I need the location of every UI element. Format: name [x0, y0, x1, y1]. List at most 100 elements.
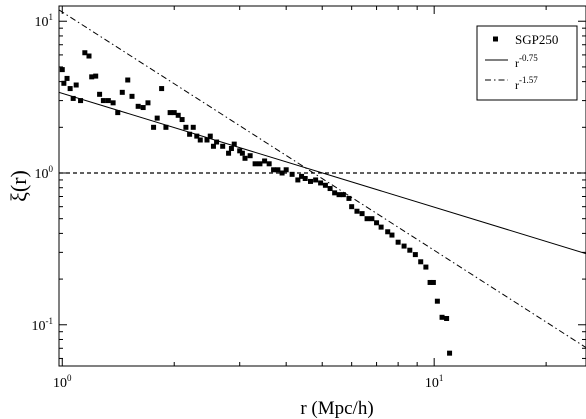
data-point [187, 131, 193, 137]
data-point [93, 73, 99, 79]
data-point [159, 86, 165, 92]
data-point [73, 82, 79, 88]
data-point [228, 146, 234, 152]
data-point [135, 103, 141, 109]
data-point [140, 105, 146, 111]
x-tick-label-exponent: 1 [439, 373, 444, 383]
data-point [423, 264, 429, 270]
axis-ticks [59, 6, 586, 366]
data-point [163, 124, 169, 130]
y-tick-label-base: 10 [32, 319, 46, 334]
data-point [247, 153, 253, 159]
data-point [64, 75, 70, 81]
data-point [327, 186, 333, 192]
data-point [364, 216, 370, 222]
data-point [61, 80, 67, 86]
legend-label-r075-base: r [515, 56, 519, 70]
data-point [395, 239, 401, 245]
data-point [359, 211, 365, 217]
data-point [346, 195, 352, 201]
data-point [82, 50, 88, 56]
data-point [271, 167, 277, 173]
legend-marker-sgp250 [493, 36, 498, 42]
data-point [89, 74, 95, 80]
data-point [194, 133, 200, 139]
data-points [59, 50, 453, 356]
x-axis-label: r (Mpc/h) [300, 398, 373, 419]
legend-label-sgp250: SGP250 [515, 32, 558, 47]
legend-label-r157: r-1.57 [515, 75, 538, 92]
y-axis-label: ξ(r) [6, 170, 31, 202]
y-tick-label: 10-1 [32, 316, 54, 334]
y-tick-label: 101 [35, 12, 54, 30]
data-point [322, 182, 328, 188]
data-point [349, 204, 355, 210]
legend-label-r157-exponent: -1.57 [519, 75, 538, 85]
data-point [125, 77, 131, 83]
y-tick-label-base: 10 [35, 167, 49, 182]
data-point [86, 53, 92, 59]
data-point [237, 148, 243, 154]
data-point [154, 115, 160, 121]
data-point [407, 247, 413, 253]
x-tick-label-base: 10 [53, 376, 67, 391]
data-point [231, 141, 237, 147]
data-point [242, 155, 248, 161]
data-point [183, 124, 189, 130]
data-point [210, 143, 216, 149]
data-point [299, 173, 305, 179]
data-point [167, 110, 173, 116]
data-point [354, 208, 360, 214]
power-law-line-1 [59, 91, 586, 255]
data-point [336, 192, 342, 198]
data-point [175, 112, 181, 118]
data-point [207, 133, 213, 139]
y-tick-label-exponent: 0 [49, 164, 54, 174]
data-point [190, 124, 196, 130]
data-point [257, 161, 263, 167]
data-point [151, 124, 157, 130]
power-law-lines [59, 9, 586, 348]
data-point [389, 232, 395, 238]
data-point [67, 86, 73, 92]
data-point [318, 180, 324, 186]
data-point [307, 178, 313, 184]
data-point [100, 98, 106, 104]
data-point [369, 216, 375, 222]
power-law-line-2 [59, 9, 586, 348]
data-point [252, 161, 258, 167]
data-point [295, 177, 301, 183]
data-point [70, 95, 76, 101]
data-point [289, 171, 295, 177]
data-point [226, 150, 232, 156]
legend-label-r075-exponent: -0.75 [519, 53, 538, 63]
data-point [313, 177, 319, 183]
data-point [266, 161, 272, 167]
data-point [447, 350, 453, 356]
data-point [119, 89, 125, 95]
legend-label-r157-base: r [515, 78, 519, 92]
data-point [105, 98, 111, 104]
data-point [439, 314, 445, 320]
data-point [262, 158, 268, 164]
data-point [220, 143, 226, 149]
data-point [385, 229, 391, 235]
data-point [434, 298, 440, 304]
data-point [275, 167, 281, 173]
y-tick-label-exponent: 1 [49, 12, 54, 22]
data-point [129, 93, 135, 99]
x-tick-label-exponent: 0 [67, 373, 72, 383]
data-point [401, 243, 407, 249]
legend-label-r075: r-0.75 [515, 53, 538, 70]
data-point [59, 67, 65, 73]
data-point [78, 98, 84, 104]
data-point [179, 117, 185, 123]
data-point [444, 315, 450, 321]
data-point [283, 167, 289, 173]
y-tick-label-exponent: -1 [46, 316, 54, 326]
data-point [145, 100, 151, 106]
x-tick-label: 100 [53, 373, 72, 391]
